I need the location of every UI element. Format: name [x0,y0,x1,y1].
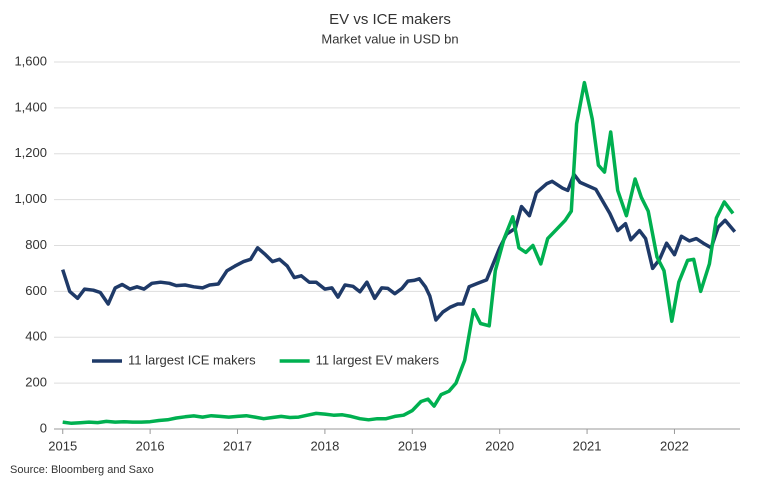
y-tick-label: 1,400 [14,99,47,114]
y-tick-label: 600 [25,283,47,298]
chart-subtitle: Market value in USD bn [321,31,458,46]
chart-title: EV vs ICE makers [329,11,451,28]
x-tick-label: 2016 [136,438,165,453]
x-tick-label: 2018 [310,438,339,453]
x-tick-label: 2017 [223,438,252,453]
x-tick-label: 2015 [48,438,77,453]
source-note: Source: Bloomberg and Saxo [10,464,154,476]
x-tick-label: 2020 [485,438,514,453]
y-tick-label: 400 [25,329,47,344]
y-tick-label: 1,000 [14,191,47,206]
y-tick-label: 800 [25,237,47,252]
x-tick-label: 2019 [398,438,427,453]
y-tick-label: 200 [25,375,47,390]
y-tick-label: 1,600 [14,53,47,68]
x-tick-label: 2021 [573,438,602,453]
line-series [62,80,735,426]
x-tick-label: 2022 [660,438,689,453]
legend-label: 11 largest ICE makers [128,352,256,367]
y-tick-label: 1,200 [14,145,47,160]
line-series [61,172,737,322]
y-tick-label: 0 [40,420,47,435]
legend-label: 11 largest EV makers [316,352,440,367]
